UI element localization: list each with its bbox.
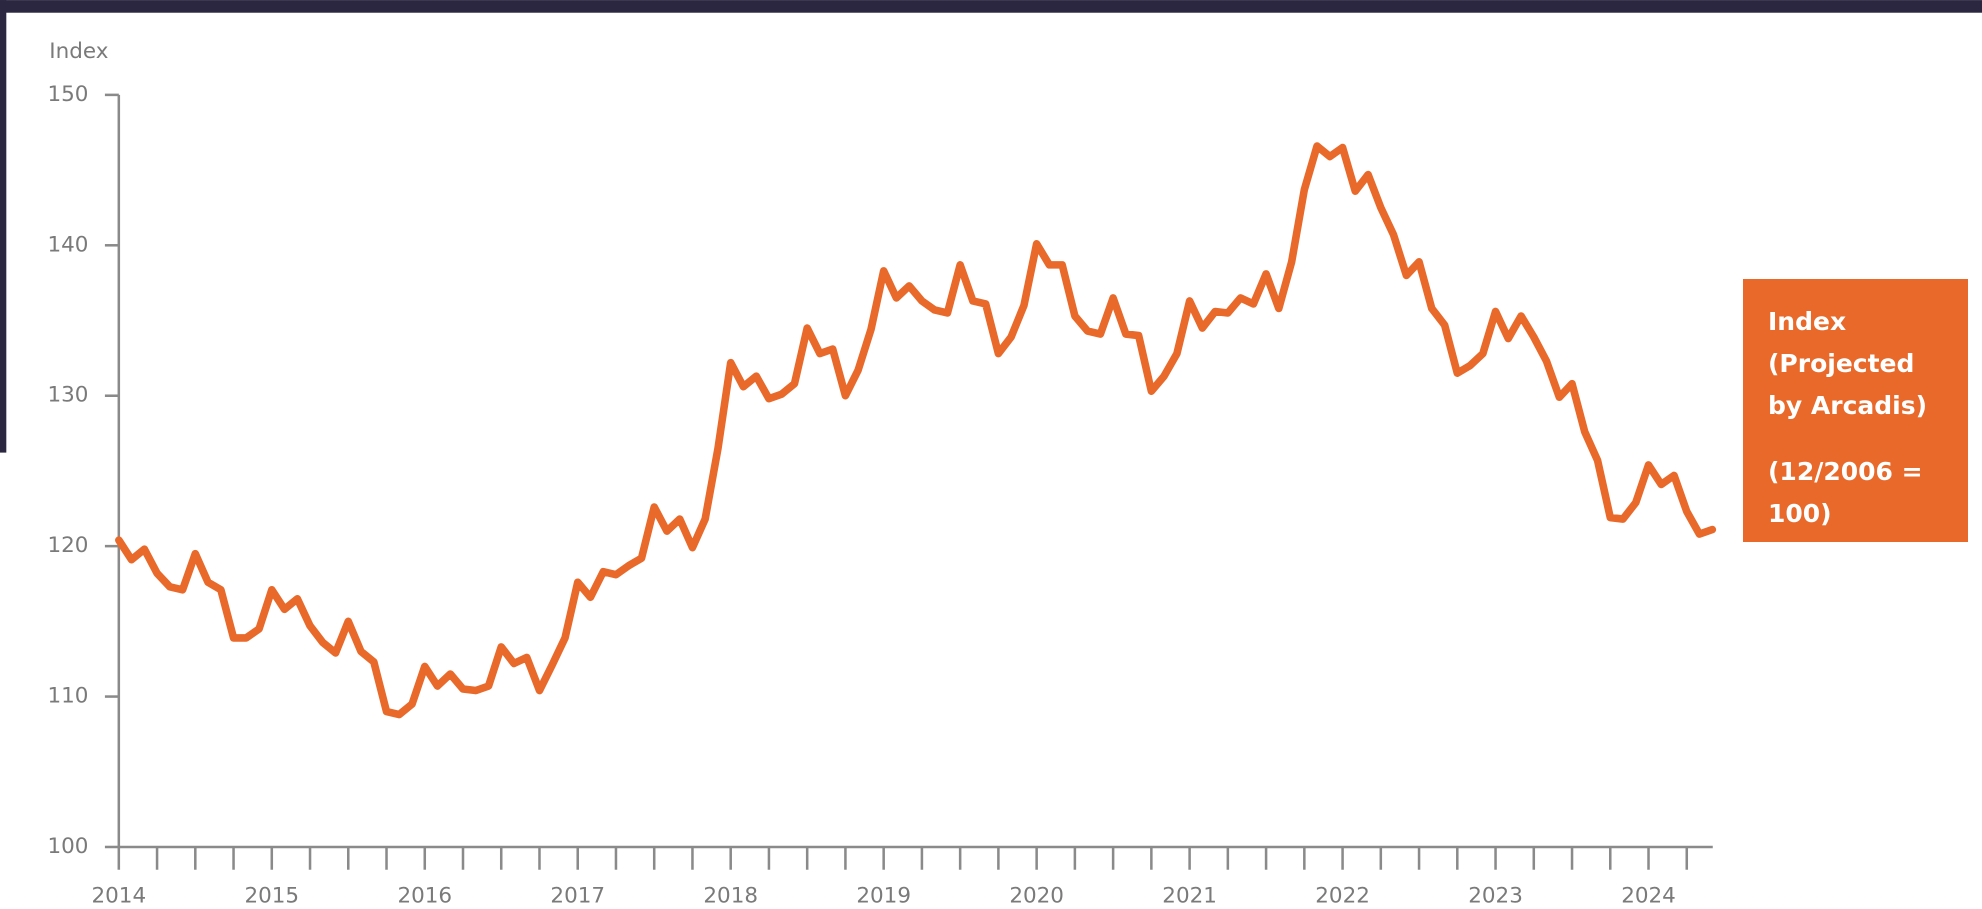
background-photo: [0, 0, 7, 453]
x-tick-label: 2021: [1162, 883, 1217, 908]
y-tick-label: 140: [47, 232, 88, 257]
y-tick-label: 120: [47, 533, 88, 558]
background-photo: [0, 0, 1982, 13]
legend-entry: Index (Projected by Arcadis): [1768, 307, 1928, 420]
x-tick-label: 2014: [91, 883, 146, 908]
x-tick-label: 2017: [550, 883, 605, 908]
x-tick-label: 2023: [1468, 883, 1523, 908]
x-tick-label: 2015: [244, 883, 299, 908]
y-tick-label: 100: [47, 834, 88, 859]
x-tick-label: 2020: [1009, 883, 1064, 908]
y-tick-label: 130: [47, 383, 88, 408]
x-tick-label: 2022: [1315, 883, 1370, 908]
data-line: [115, 142, 1717, 719]
legend-note: (12/2006 = 100): [1768, 457, 1923, 528]
x-tick-label: 2019: [856, 883, 911, 908]
y-tick-label: 110: [47, 684, 88, 709]
y-tick-label: 150: [47, 82, 88, 107]
x-tick-label: 2018: [703, 883, 758, 908]
legend: Index (Projected by Arcadis) (12/2006 = …: [1743, 279, 1968, 542]
y-axis-label: Index: [49, 39, 108, 64]
x-tick-label: 2016: [397, 883, 452, 908]
x-tick-label: 2024: [1621, 883, 1676, 908]
